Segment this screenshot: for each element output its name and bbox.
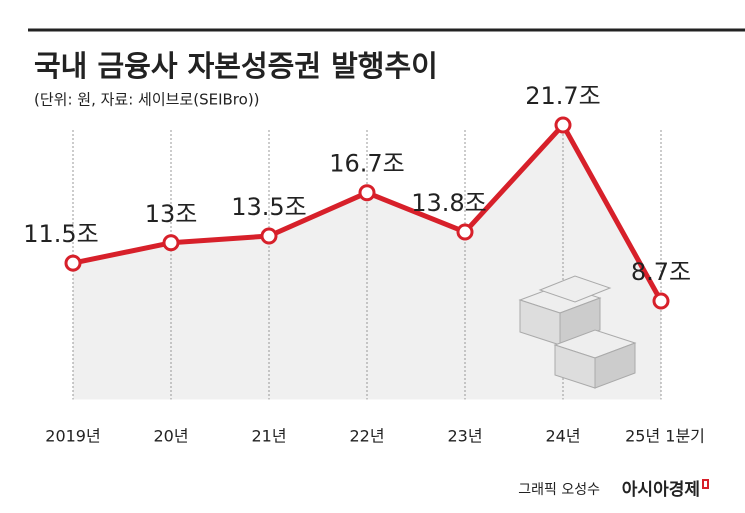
- point: [358, 184, 376, 202]
- credit: 그래픽 오성수: [518, 482, 600, 498]
- x-tick-label: 2019년: [45, 427, 100, 446]
- point: [162, 234, 180, 252]
- money-icon: [518, 275, 637, 389]
- x-tick-label: 25년 1분기: [625, 427, 705, 446]
- x-tick-label: 24년: [545, 427, 580, 446]
- value-label: 13.5조: [231, 193, 307, 221]
- chart-title: 국내 금융사 자본성증권 발행추이: [34, 49, 438, 83]
- value-label: 13.8조: [411, 189, 487, 217]
- point: [554, 116, 572, 134]
- value-label: 8.7조: [631, 258, 691, 286]
- brand: 아시아경제: [622, 480, 700, 500]
- plot: 11.5조 2019년 13조 20년 13.5조 21년 16.7조 22년 13.8조 23년…: [23, 82, 720, 446]
- x-tick-label: 23년: [447, 427, 482, 446]
- value-label: 11.5조: [23, 220, 99, 248]
- x-tick-label: 20년: [153, 427, 188, 446]
- point: [456, 223, 474, 241]
- x-tick-label: 21년: [251, 427, 286, 446]
- point: [652, 292, 670, 310]
- value-label: 13조: [145, 200, 198, 228]
- brand-mark: [702, 479, 709, 489]
- x-tick-label: 22년: [349, 427, 384, 446]
- value-label: 16.7조: [329, 150, 405, 178]
- value-label: 21.7조: [525, 82, 601, 110]
- chart-subtitle: (단위: 원, 자료: 세이브로(SEIBro)): [34, 91, 260, 109]
- point: [260, 227, 278, 245]
- point: [64, 254, 82, 272]
